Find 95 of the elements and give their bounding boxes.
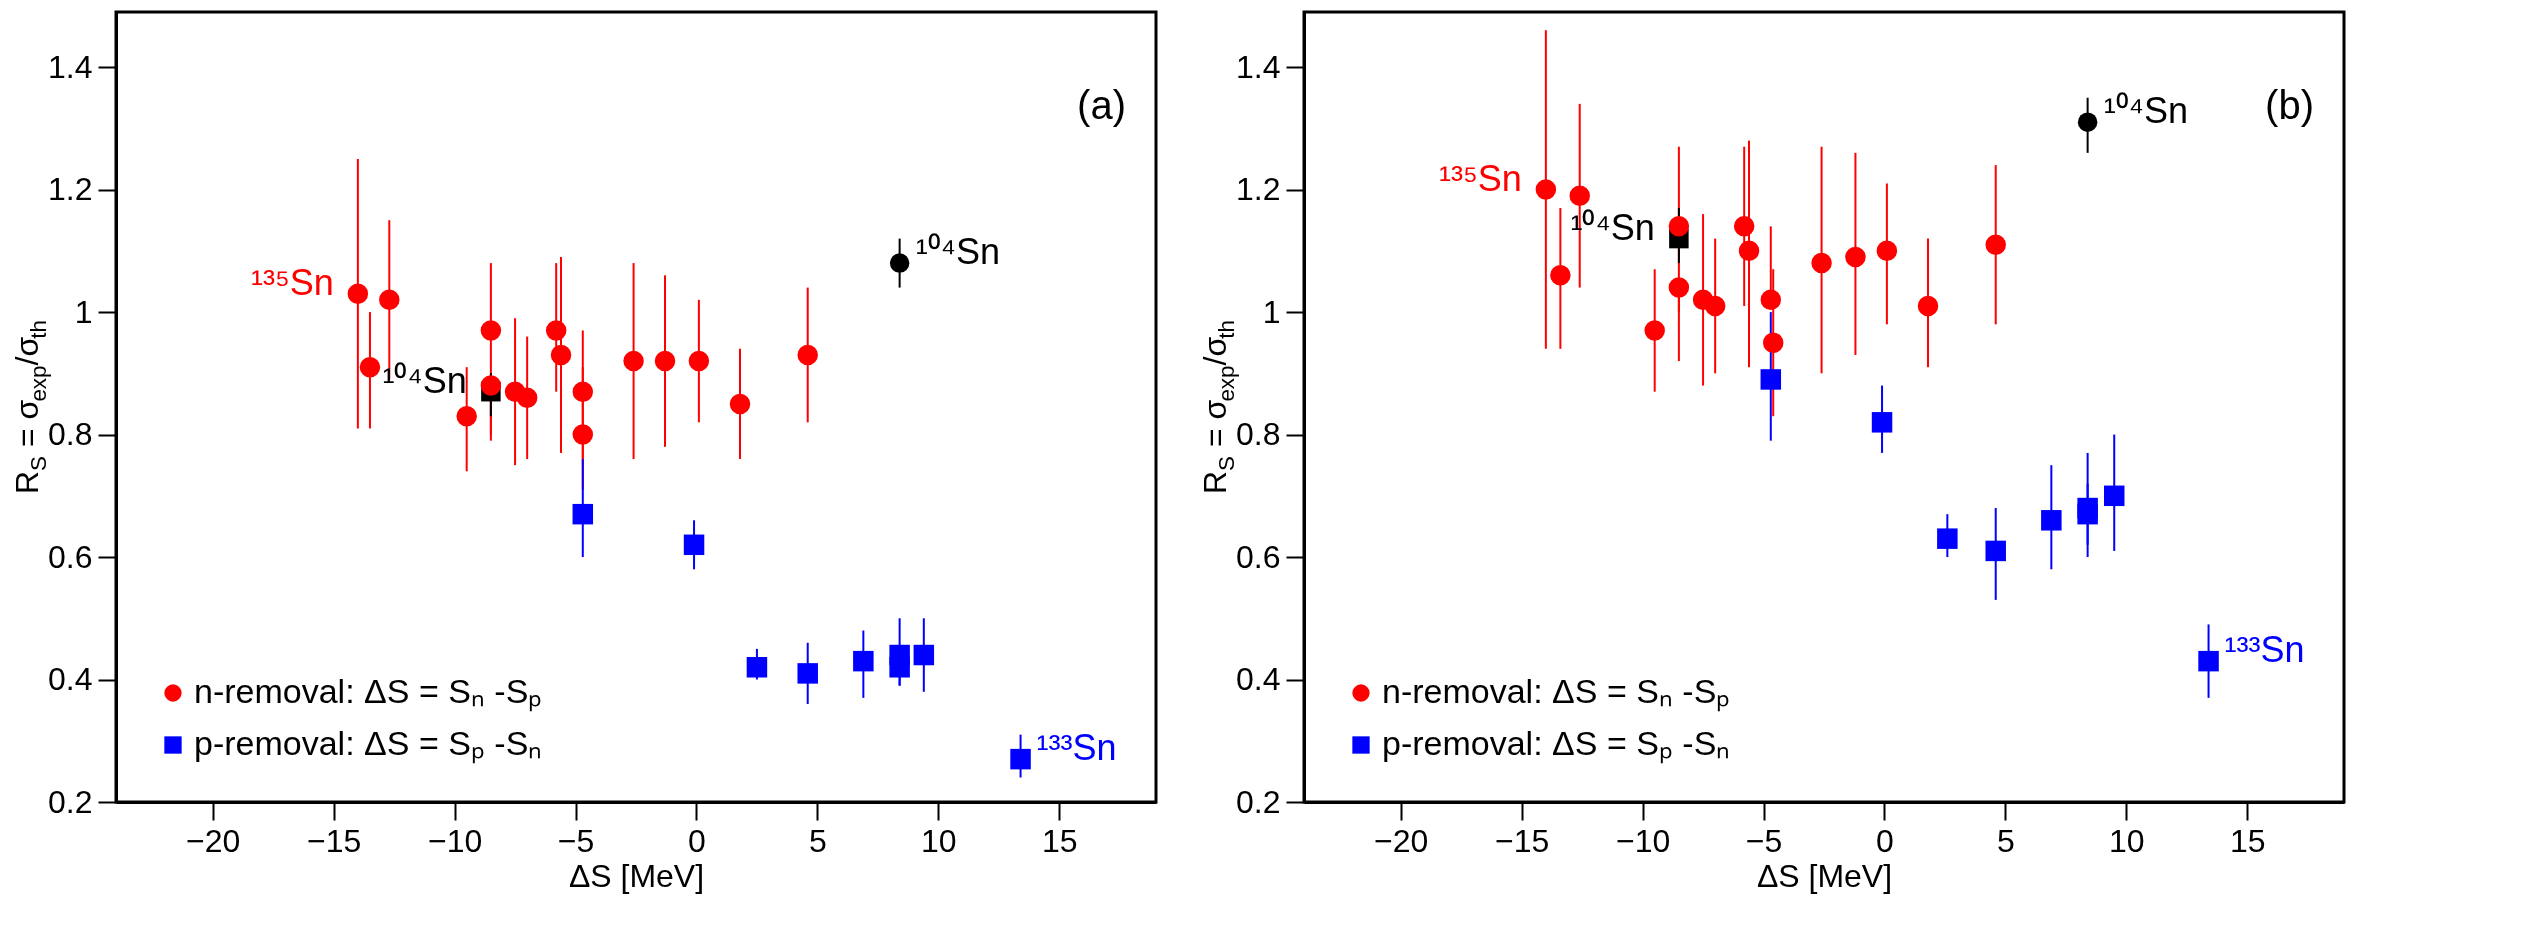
annotation: (a) — [1077, 83, 1126, 127]
annotation: ¹³³Sn — [2224, 629, 2305, 671]
point — [2041, 510, 2062, 531]
point — [456, 405, 477, 427]
point — [359, 356, 381, 378]
point — [1760, 289, 1782, 311]
x-tick-label: −20 — [186, 822, 241, 859]
x-tick-label: 15 — [2229, 822, 2266, 859]
point — [746, 657, 768, 678]
x-axis-title: ΔS [MeV] — [568, 857, 705, 894]
x-tick-label: 5 — [809, 822, 827, 859]
x-tick-label: 10 — [921, 822, 957, 859]
y-tick-label: 1.4 — [1236, 48, 1281, 85]
annotation: ¹³³Sn — [1036, 727, 1117, 769]
y-tick-label: 0.8 — [1236, 416, 1281, 453]
point — [1535, 179, 1557, 200]
point — [545, 320, 567, 341]
point — [1985, 234, 2006, 255]
legend-label: p-removal: ΔS = Sₚ -Sₙ — [194, 724, 543, 764]
point — [550, 344, 572, 366]
annotation: ¹³⁵Sn — [250, 261, 334, 303]
point — [2103, 485, 2125, 507]
point — [654, 350, 676, 372]
legend-label: n-removal: ΔS = Sₙ -Sₚ — [1382, 672, 1731, 712]
point — [1733, 216, 1755, 237]
y-tick-label: 0.8 — [48, 416, 93, 453]
point — [1985, 540, 2006, 562]
y-tick-label: 0.6 — [1236, 538, 1281, 575]
y-tick-label: 1.4 — [48, 48, 93, 85]
annotation: ¹⁰⁴Sn — [915, 231, 1001, 273]
point — [853, 650, 874, 672]
point — [623, 350, 644, 372]
annotation: ¹⁰⁴Sn — [2103, 90, 2189, 132]
point — [516, 387, 538, 409]
point — [1010, 748, 1031, 770]
x-tick-label: −5 — [557, 822, 595, 859]
point — [1760, 369, 1782, 390]
point — [913, 644, 935, 666]
point — [572, 424, 594, 445]
y-tick-label: 1 — [74, 293, 93, 330]
x-tick-label: 15 — [1041, 822, 1078, 859]
x-tick-label: −20 — [1374, 822, 1429, 859]
point — [1917, 295, 1939, 317]
y-tick-label: 1 — [1262, 293, 1281, 330]
y-tick-label: 0.4 — [1236, 661, 1281, 698]
point — [1811, 252, 1832, 274]
x-tick-label: 5 — [1997, 822, 2015, 859]
point — [1644, 320, 1665, 341]
x-tick-label: −10 — [427, 822, 483, 859]
point — [1937, 528, 1958, 549]
point — [688, 350, 710, 372]
x-tick-label: 0 — [1876, 822, 1894, 859]
x-tick-label: −15 — [1495, 822, 1550, 859]
annotation: ¹⁰⁴Sn — [382, 359, 467, 401]
y-tick-label: 1.2 — [48, 171, 93, 208]
point — [1668, 216, 1690, 237]
point — [889, 253, 910, 273]
point — [572, 381, 594, 402]
y-tick-label: 0.2 — [1236, 783, 1281, 820]
point — [797, 663, 818, 684]
y-tick-label: 0.4 — [48, 661, 93, 698]
point — [347, 283, 369, 304]
point — [1762, 332, 1784, 353]
x-tick-label: 10 — [2109, 822, 2145, 859]
point — [379, 289, 400, 311]
point — [572, 503, 594, 525]
point — [2077, 112, 2098, 132]
x-axis-title: ΔS [MeV] — [1756, 857, 1893, 894]
legend-label: p-removal: ΔS = Sₚ -Sₙ — [1382, 724, 1731, 764]
point — [480, 320, 502, 341]
annotation: (b) — [2265, 83, 2314, 127]
point — [2198, 650, 2219, 672]
point — [889, 657, 910, 678]
annotation: ¹³⁵Sn — [1438, 157, 1522, 199]
point — [1845, 246, 1866, 268]
y-tick-label: 0.6 — [48, 538, 93, 575]
x-tick-label: 0 — [688, 822, 706, 859]
point — [480, 375, 502, 396]
point — [1738, 240, 1760, 262]
point — [1704, 295, 1726, 317]
point — [1569, 185, 1590, 206]
x-tick-label: −15 — [307, 822, 362, 859]
x-tick-label: −10 — [1615, 822, 1671, 859]
point — [1876, 240, 1898, 262]
point — [1550, 265, 1571, 286]
y-tick-label: 0.2 — [48, 783, 93, 820]
point — [729, 393, 751, 415]
point — [2077, 503, 2098, 525]
x-tick-label: −5 — [1745, 822, 1783, 859]
point — [1668, 277, 1690, 298]
y-tick-label: 1.2 — [1236, 171, 1281, 208]
point — [683, 534, 705, 556]
point — [1871, 412, 1893, 433]
legend-label: n-removal: ΔS = Sₙ -Sₚ — [194, 672, 543, 712]
point — [797, 344, 818, 366]
